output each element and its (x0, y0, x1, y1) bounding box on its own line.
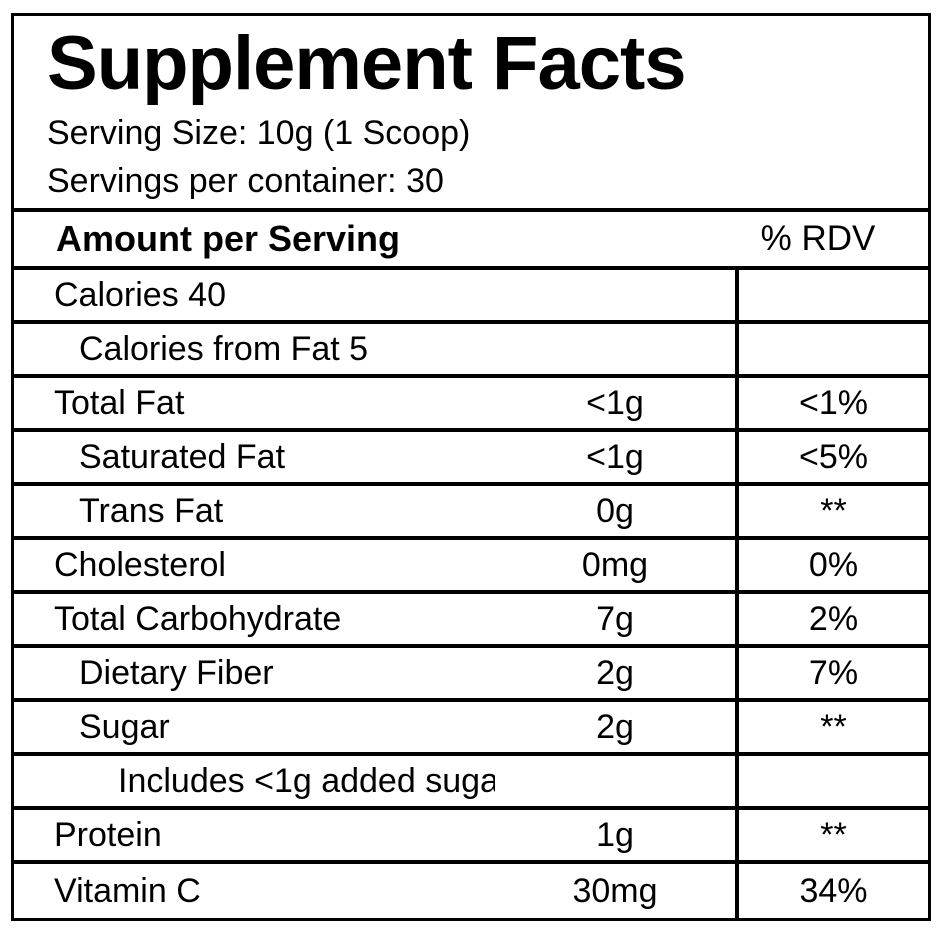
nutrient-name: Total Fat (54, 383, 185, 422)
nutrient-row-calories: Calories 40 (14, 270, 928, 324)
nutrient-cell: Includes <1g added sugars (14, 756, 735, 806)
nutrient-amount: <1g (586, 383, 644, 422)
nutrient-row-vitamin-c: Vitamin C 30mg 34% (14, 864, 928, 918)
nutrient-name: Trans Fat (79, 491, 224, 530)
nutrient-cell: Calories from Fat 5 (14, 324, 735, 374)
nutrient-rdv: ** (735, 486, 928, 536)
nutrient-cell: Saturated Fat <1g (14, 432, 735, 482)
nutrient-rdv (735, 756, 928, 806)
nutrient-row-protein: Protein 1g ** (14, 810, 928, 864)
nutrient-cell: Dietary Fiber 2g (14, 648, 735, 698)
nutrient-amount: 7g (596, 599, 634, 638)
nutrient-name: Includes <1g added sugars (118, 761, 495, 800)
nutrient-rdv: ** (735, 702, 928, 752)
label-title: Supplement Facts (47, 21, 687, 106)
nutrient-amount: <1g (586, 437, 644, 476)
nutrient-row-total-fat: Total Fat <1g <1% (14, 378, 928, 432)
nutrient-name: Cholesterol (54, 545, 226, 584)
nutrient-rdv: 2% (735, 594, 928, 644)
nutrient-amount: 2g (596, 653, 634, 692)
servings-per-container-text: Servings per container: 30 (47, 162, 444, 201)
nutrient-rdv (735, 324, 928, 374)
title-block: Supplement Facts Serving Size: 10g (1 Sc… (14, 16, 928, 212)
nutrient-cell: Protein 1g (14, 810, 735, 860)
nutrient-amount: 30mg (572, 871, 658, 910)
nutrient-name: Total Carbohydrate (54, 599, 342, 638)
nutrient-rdv: 7% (735, 648, 928, 698)
nutrient-row-cholesterol: Cholesterol 0mg 0% (14, 540, 928, 594)
nutrient-cell: Total Fat <1g (14, 378, 735, 428)
nutrient-amount: 0mg (581, 545, 649, 584)
nutrient-amount: 2g (596, 707, 634, 746)
nutrient-name: Sugar (79, 707, 170, 746)
nutrient-cell: Sugar 2g (14, 702, 735, 752)
nutrient-name: Vitamin C (54, 871, 201, 910)
nutrient-row-calories-from-fat: Calories from Fat 5 (14, 324, 928, 378)
nutrient-rdv: 34% (735, 864, 928, 918)
column-header-row: Amount per Serving % RDV (14, 212, 928, 270)
nutrient-row-total-carbohydrate: Total Carbohydrate 7g 2% (14, 594, 928, 648)
nutrient-name: Calories from Fat 5 (79, 329, 369, 368)
serving-size-text: Serving Size: 10g (1 Scoop) (47, 114, 471, 153)
supplement-facts-label: Supplement Facts Serving Size: 10g (1 Sc… (11, 13, 931, 921)
nutrient-cell: Cholesterol 0mg (14, 540, 735, 590)
nutrient-row-sugar: Sugar 2g ** (14, 702, 928, 756)
nutrient-rdv: <5% (735, 432, 928, 482)
nutrient-amount: 0g (596, 491, 634, 530)
nutrient-name: Saturated Fat (79, 437, 286, 476)
nutrient-cell: Calories 40 (14, 270, 735, 320)
nutrient-rdv (735, 270, 928, 320)
nutrient-row-trans-fat: Trans Fat 0g ** (14, 486, 928, 540)
nutrient-rdv: <1% (735, 378, 928, 428)
nutrient-row-dietary-fiber: Dietary Fiber 2g 7% (14, 648, 928, 702)
nutrient-rdv: 0% (735, 540, 928, 590)
nutrient-cell: Total Carbohydrate 7g (14, 594, 735, 644)
nutrient-name: Dietary Fiber (79, 653, 274, 692)
nutrient-row-added-sugars: Includes <1g added sugars (14, 756, 928, 810)
nutrient-rdv: ** (735, 810, 928, 860)
nutrient-cell: Trans Fat 0g (14, 486, 735, 536)
nutrient-row-saturated-fat: Saturated Fat <1g <5% (14, 432, 928, 486)
rdv-header: % RDV (760, 219, 876, 258)
nutrient-name: Calories 40 (54, 275, 226, 314)
amount-per-serving-header: Amount per Serving (56, 218, 401, 259)
nutrient-amount: 1g (596, 815, 634, 854)
nutrient-name: Protein (54, 815, 162, 854)
nutrient-cell: Vitamin C 30mg (14, 864, 735, 918)
